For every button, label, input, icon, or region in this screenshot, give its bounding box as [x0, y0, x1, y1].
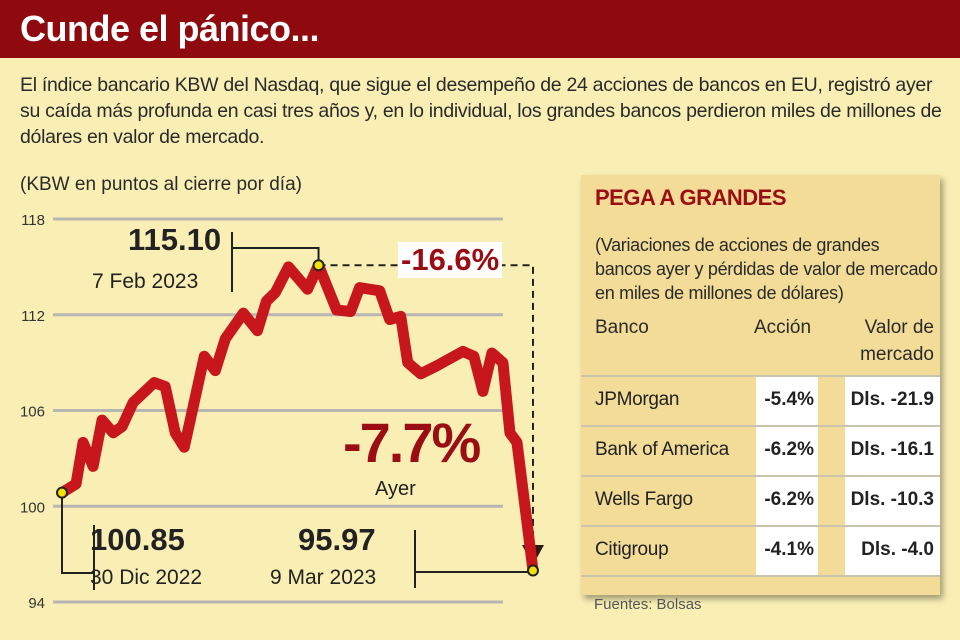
peak-date-label: 7 Feb 2023 [92, 270, 199, 293]
panel-title: PEGA A GRANDES [595, 185, 787, 210]
stock-change: -4.1% [756, 527, 818, 575]
table-row: Wells Fargo -6.2% Dls. -10.3 [581, 475, 940, 525]
market-value-loss: Dls. -21.9 [845, 377, 940, 425]
y-tick-label: 112 [21, 308, 45, 325]
market-value-loss: Dls. -10.3 [845, 477, 940, 525]
bank-name: Citigroup [595, 539, 669, 560]
header-value-2: mercado [860, 344, 934, 365]
page-title: Cunde el pánico... [20, 8, 320, 49]
table-row: Citigroup -4.1% Dls. -4.0 [581, 525, 940, 575]
bank-name: Bank of America [595, 439, 729, 460]
table-row: JPMorgan -5.4% Dls. -21.9 [581, 375, 940, 425]
market-value-loss: Dls. -16.1 [845, 427, 940, 475]
y-tick-label: 118 [21, 212, 45, 229]
end-date-label: 9 Mar 2023 [270, 566, 377, 589]
bank-name: JPMorgan [595, 389, 680, 410]
source-note: Fuentes: Bolsas [594, 596, 702, 613]
start-leader [61, 492, 94, 574]
daily-drop-label: -7.7% [343, 411, 481, 474]
start-date-label: 30 Dic 2022 [90, 566, 203, 589]
y-tick-label: 94 [28, 595, 45, 612]
end-value-label: 95.97 [298, 522, 376, 557]
chart-title: (KBW en puntos al cierre por día) [20, 174, 302, 195]
header-bank: Banco [595, 317, 649, 338]
panel-subtitle: (Variaciones de acciones de grandes banc… [595, 235, 938, 303]
kbw-series-line [56, 259, 539, 577]
total-drop-label: -16.6% [398, 242, 503, 278]
drop-dashed-guide [318, 264, 534, 545]
peak-value-label: 115.10 [128, 222, 222, 257]
table-bottom-line [581, 575, 940, 577]
annotation-point [312, 259, 325, 272]
table-row: Bank of America -6.2% Dls. -16.1 [581, 425, 940, 475]
annotation-point [527, 564, 539, 577]
market-value-loss: Dls. -4.0 [845, 527, 940, 575]
annotation-point [56, 486, 68, 499]
stock-change: -5.4% [756, 377, 818, 425]
peak-leader [232, 247, 320, 266]
daily-drop-caption: Ayer [375, 478, 416, 500]
stock-change: -6.2% [756, 427, 818, 475]
y-tick-label: 106 [20, 404, 45, 421]
big-banks-panel: PEGA A GRANDES (Variaciones de acciones … [581, 175, 940, 595]
bank-name: Wells Fargo [595, 489, 693, 510]
header-value-1: Valor de [864, 317, 934, 338]
intro-text: El índice bancario KBW del Nasdaq, que s… [20, 74, 942, 148]
stock-change: -6.2% [756, 477, 818, 525]
header-action: Acción [754, 317, 812, 338]
header-band [0, 0, 960, 58]
y-tick-label: 100 [20, 499, 45, 516]
start-value-label: 100.85 [90, 522, 185, 557]
